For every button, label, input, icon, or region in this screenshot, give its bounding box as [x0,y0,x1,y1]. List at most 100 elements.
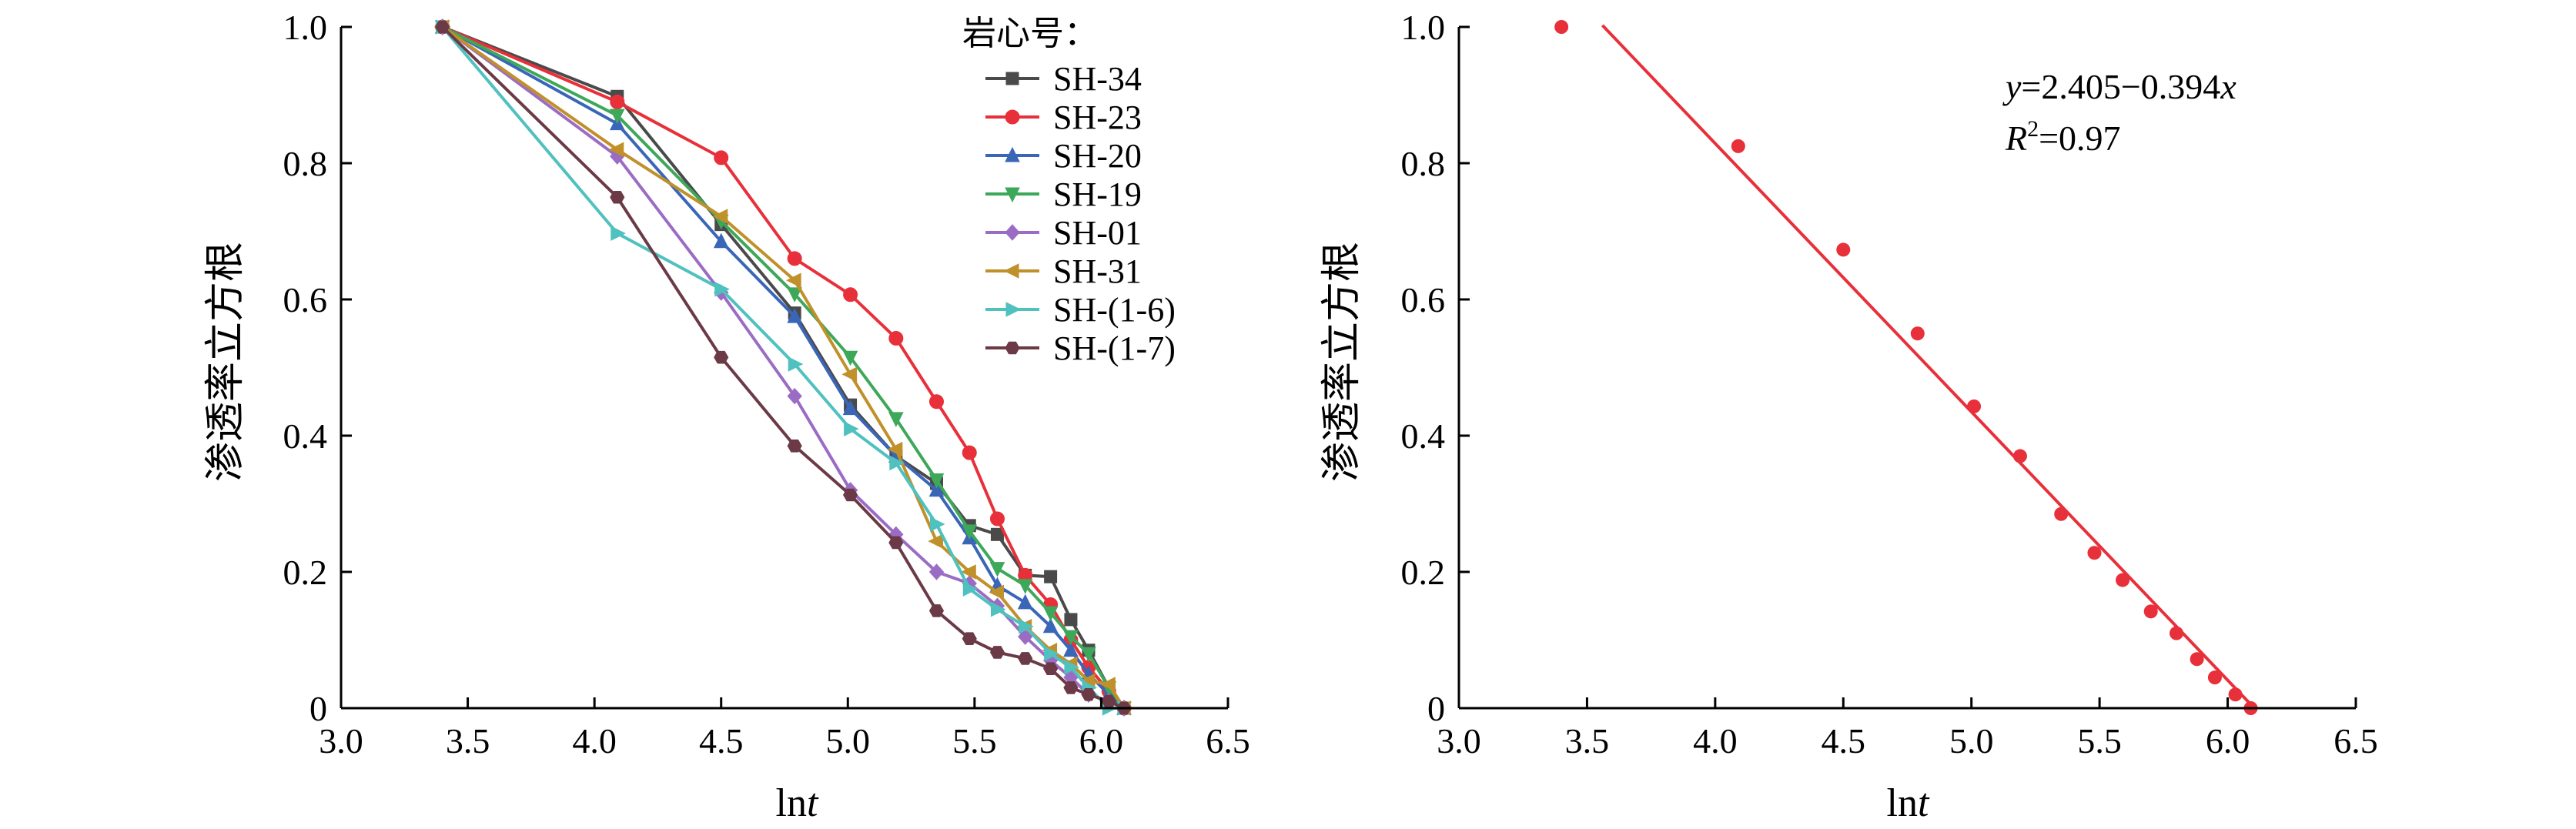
left-x-tick-label: 6.5 [1206,721,1250,760]
right-y-tick-label: 0.2 [1401,553,1446,592]
data-point-sh-19 [1042,606,1059,622]
data-point-sh-20 [713,232,729,249]
data-point-sh-19 [1081,647,1096,663]
scatter-point [2190,652,2204,667]
data-point-sh-23 [787,251,802,266]
legend-marker-sh-01 [1005,224,1020,241]
data-point-sh-23 [888,330,904,346]
scatter-point [2170,626,2183,640]
data-point-sh-1-7 [1101,694,1116,708]
right-y-tick-label: 0.6 [1401,280,1446,319]
legend-label-sh-34: SH-34 [1053,60,1142,98]
scatter-point [1731,139,1745,153]
right-x-axis-label: lnt [1887,781,1930,825]
fit-r-squared: R2=0.97 [2005,116,2121,158]
legend-label-sh-1-7: SH-(1-7) [1053,329,1176,367]
left-x-tick-label: 4.5 [699,721,744,760]
data-point-sh-1-6 [1019,618,1034,634]
scatter-point [1967,399,1982,413]
legend-label-sh-19: SH-19 [1053,175,1142,213]
left-y-tick-label: 0.6 [283,280,328,319]
legend-marker-sh-1-6 [1005,302,1022,317]
right-y-tick-label: 0.8 [1401,144,1446,183]
right-y-tick-label: 1.0 [1401,8,1446,47]
right-chart: 3.0 3.5 4.0 4.5 5.0 5.5 6.0 6.5 0 0.2 0.4 0.6 0.8 1.0… [1320,8,2378,825]
legend-marker-sh-19 [1005,187,1020,203]
data-point-sh-34 [1044,570,1058,583]
scatter-point [1836,242,1851,257]
data-point-sh-31 [887,441,903,457]
data-point-sh-1-7 [610,190,625,204]
data-point-sh-20 [787,308,802,323]
data-point-sh-19 [962,524,978,540]
fit-r-sup: 2 [2027,116,2039,142]
right-x-label-t: t [1918,781,1930,825]
legend-label-sh-20: SH-20 [1053,137,1142,175]
left-y-axis-label: 渗透率立方根 [204,242,248,482]
data-point-sh-19 [989,562,1005,577]
data-point-sh-23 [843,287,858,303]
data-point-sh-31 [841,366,858,383]
right-x-tick-label: 5.5 [2077,721,2122,760]
scatter-point [2054,506,2069,521]
right-x-tick-label: 3.5 [1565,721,1610,760]
legend-marker-sh-34 [1005,72,1019,85]
left-x-tick-label: 5.5 [952,721,997,760]
data-point-sh-1-6 [788,356,804,372]
data-point-sh-23 [928,394,944,409]
data-point-sh-34 [1064,613,1078,627]
data-point-sh-1-6 [714,281,730,297]
data-point-sh-19 [1017,579,1033,594]
left-x-label-t: t [807,781,819,825]
right-x-label-ln: ln [1887,781,1918,825]
data-point-sh-1-7 [928,604,945,617]
data-point-sh-31 [989,584,1004,600]
fit-eq-x: x [2220,67,2236,106]
data-point-sh-20 [842,399,858,416]
right-x-tick-label: 6.0 [2206,721,2250,760]
data-point-sh-1-7 [435,20,450,34]
left-axes: 3.0 3.5 4.0 4.5 5.0 5.5 6.0 6.5 0 0.2 0.4 0.6 0.8 1.0 [283,8,1250,760]
right-y-tick-label: 0.4 [1401,416,1446,456]
right-x-tick-label: 3.0 [1437,721,1481,760]
data-point-sh-1-6 [844,421,859,436]
data-point-sh-1-7 [1063,681,1079,694]
data-point-sh-31 [928,533,943,549]
legend-label-sh-31: SH-31 [1053,252,1142,290]
left-x-tick-label: 6.0 [1079,721,1124,760]
left-x-tick-label: 4.0 [572,721,617,760]
scatter-point [2116,573,2130,587]
data-point-sh-23 [714,150,729,165]
right-y-axis-label: 渗透率立方根 [1320,242,1364,482]
data-point-sh-1-6 [611,226,626,241]
data-point-sh-1-7 [1081,688,1096,701]
left-x-tick-label: 3.5 [446,721,490,760]
right-x-tick-label: 4.5 [1822,721,1866,760]
data-point-sh-23 [610,94,625,109]
data-point-sh-1-6 [990,601,1006,617]
legend-title: 岩心号： [962,15,1098,52]
data-point-sh-1-7 [888,536,904,550]
left-series-group [433,18,1133,717]
data-point-sh-20 [1063,641,1079,657]
legend-marker-sh-1-7 [1005,341,1020,355]
data-point-sh-19 [842,350,858,366]
legend-label-sh-1-6: SH-(1-6) [1053,291,1176,329]
fit-eq-y: y [2002,67,2022,106]
legend-marker-sh-31 [1003,263,1019,279]
data-point-sh-1-7 [1043,662,1059,675]
scatter-point [2087,546,2102,560]
left-y-tick-label: 0.4 [283,416,328,456]
data-point-sh-20 [928,481,945,497]
left-x-tick-label: 3.0 [319,721,363,760]
fit-line [1601,24,2255,708]
scatter-point [2207,670,2222,685]
left-y-tick-label: 0.8 [283,144,328,183]
left-chart: 3.0 3.5 4.0 4.5 5.0 5.5 6.0 6.5 0 0.2 0.4 0.6 0.8 1.0… [204,8,1250,825]
data-point-sh-01 [787,387,802,405]
data-point-sh-31 [608,142,624,158]
data-point-sh-31 [961,564,976,580]
legend-marker-sh-20 [1005,146,1020,162]
right-x-tick-label: 5.0 [1949,721,1994,760]
data-point-sh-1-6 [929,516,945,532]
